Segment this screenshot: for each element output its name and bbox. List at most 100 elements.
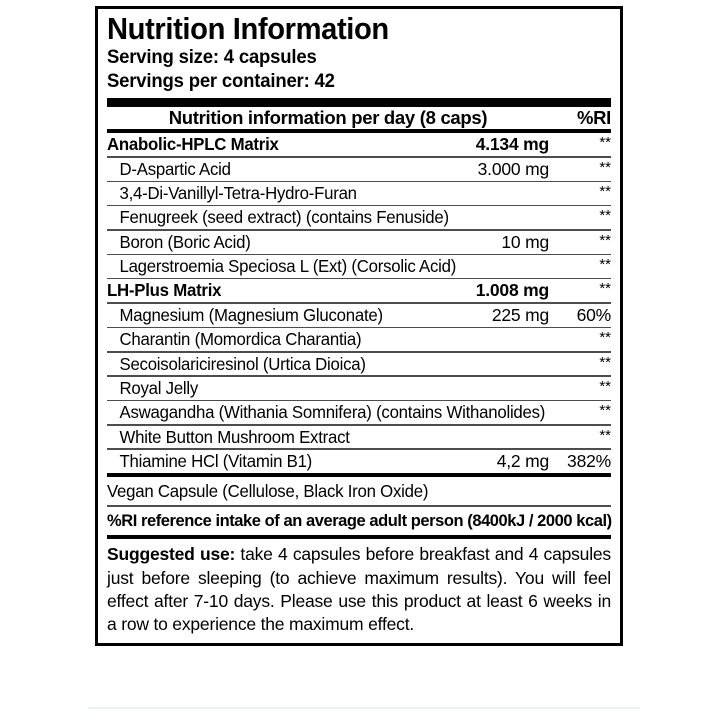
ingredient-name-cell: Lagerstroemia Speciosa L (Ext) (Corsolic… xyxy=(107,255,457,278)
ingredient-ri-value: ** xyxy=(549,182,611,205)
ingredient-name-cell: Anabolic-HPLC Matrix xyxy=(107,133,431,156)
row-divider xyxy=(107,204,611,207)
ingredient-name-cell: Magnesium (Magnesium Gluconate) xyxy=(107,304,431,327)
ingredient-name: Secoisolariciresinol (Urtica Dioica) xyxy=(119,353,366,374)
ingredient-row: Boron (Boric Acid) 10 mg ** xyxy=(107,231,611,254)
ingredient-amount: 4,2 mg xyxy=(496,450,550,471)
ingredient-name-cell: Secoisolariciresinol (Urtica Dioica) xyxy=(107,353,431,376)
row-divider-line xyxy=(107,180,611,183)
ingredient-name-cell: Royal Jelly xyxy=(107,377,431,400)
ri-asterisks: ** xyxy=(599,377,611,395)
ingredient-name: White Button Mushroom Extract xyxy=(119,426,350,447)
ingredient-name: Charantin (Momordica Charantia) xyxy=(119,329,362,350)
ingredient-ri-value: ** xyxy=(549,133,611,156)
row-divider xyxy=(107,399,611,402)
header-medium-rule xyxy=(107,129,611,134)
ri-asterisks: ** xyxy=(599,353,611,371)
ingredient-ri-value: ** xyxy=(549,353,611,376)
ingredient-name: Lagerstroemia Speciosa L (Ext) (Corsolic… xyxy=(119,256,457,277)
ri-asterisks: ** xyxy=(599,402,611,420)
row-divider xyxy=(107,229,611,231)
ingredient-row: Fenugreek (seed extract) (contains Fenus… xyxy=(107,206,611,229)
ingredient-amount xyxy=(431,182,549,205)
ingredient-row: Secoisolariciresinol (Urtica Dioica) ** xyxy=(107,353,611,376)
ingredient-name: Fenugreek (seed extract) (contains Fenus… xyxy=(119,207,449,228)
ingredient-name: 3,4-Di-Vanillyl-Tetra-Hydro-Furan xyxy=(119,183,357,204)
row-divider xyxy=(107,350,611,353)
ingredient-amount xyxy=(431,328,549,351)
row-divider xyxy=(107,448,611,450)
ingredient-name: Aswagandha (Withania Somnifera) (contain… xyxy=(119,402,546,423)
ingredient-ri-value: 382% xyxy=(567,450,611,471)
ingredient-name-cell: LH-Plus Matrix xyxy=(107,279,431,302)
suggested-use-text: take 4 capsules before breakfast and 4 c… xyxy=(107,544,611,635)
facts-table-header-row: Nutrition information per day (8 caps) %… xyxy=(107,107,612,129)
row-divider-line xyxy=(107,302,611,304)
ingredient-name: Magnesium (Magnesium Gluconate) xyxy=(119,304,383,325)
ingredient-row: Royal Jelly ** xyxy=(107,377,611,400)
row-divider xyxy=(107,302,611,304)
row-divider-line xyxy=(107,156,611,158)
ri-asterisks: ** xyxy=(599,207,611,225)
ri-asterisks: ** xyxy=(599,134,611,152)
ingredient-name: Anabolic-HPLC Matrix xyxy=(107,134,279,155)
ri-asterisks: ** xyxy=(599,426,611,444)
row-divider-line xyxy=(107,399,611,402)
ingredient-name-cell: White Button Mushroom Extract xyxy=(107,426,431,449)
ingredient-amount: 4.134 mg xyxy=(475,134,550,155)
ingredient-row: Charantin (Momordica Charantia) ** xyxy=(107,328,611,351)
ingredient-ri-value: 60% xyxy=(576,304,612,325)
panel-title: Nutrition Information xyxy=(107,11,389,46)
ingredient-name-cell: Charantin (Momordica Charantia) xyxy=(107,328,431,351)
ingredient-ri-value: ** xyxy=(549,426,611,449)
vegan-capsule-row: Vegan Capsule (Cellulose, Black Iron Oxi… xyxy=(107,480,429,501)
bottom-divider-strip xyxy=(88,707,640,709)
suggested-use-paragraph: Suggested use: take 4 capsules before br… xyxy=(107,539,611,638)
facts-header-ri-column: %RI xyxy=(576,107,611,129)
row-divider-line xyxy=(107,350,611,353)
ingredient-amount xyxy=(431,353,549,376)
ri-asterisks: ** xyxy=(599,183,611,201)
footnote-top-rule xyxy=(107,505,611,507)
ingredient-name: Thiamine HCl (Vitamin B1) xyxy=(119,450,313,471)
row-divider-line xyxy=(107,204,611,207)
ri-asterisks: ** xyxy=(599,231,611,249)
row-divider xyxy=(107,277,611,280)
ingredient-row: White Button Mushroom Extract ** xyxy=(107,426,611,449)
ingredient-row: D-Aspartic Acid 3.000 mg ** xyxy=(107,158,611,181)
serving-size-line: Serving size: 4 capsules xyxy=(107,45,317,68)
row-divider-line xyxy=(107,375,611,377)
ri-asterisks: ** xyxy=(599,158,611,176)
ingredient-ri-value: ** xyxy=(549,328,611,351)
ri-asterisks: ** xyxy=(599,256,611,274)
ingredient-ri-value: ** xyxy=(549,377,611,400)
ingredient-ri-value: ** xyxy=(549,206,611,229)
row-divider xyxy=(107,375,611,377)
ri-asterisks: ** xyxy=(599,280,611,298)
ingredient-amount: 3.000 mg xyxy=(477,158,550,179)
row-divider xyxy=(107,180,611,183)
row-divider-line xyxy=(107,448,611,450)
ingredient-rows-table: Anabolic-HPLC Matrix 4.134 mg ** D-Aspartic… xyxy=(107,133,611,472)
ri-footnote: %RI reference intake of an average adult… xyxy=(107,510,612,530)
footnote-bottom-rule xyxy=(107,535,611,540)
ingredient-ri-value: ** xyxy=(549,255,611,278)
ingredient-amount: 10 mg xyxy=(501,231,549,252)
ingredient-row: Magnesium (Magnesium Gluconate) 225 mg 60% xyxy=(107,304,611,327)
ingredient-ri-value: ** xyxy=(549,231,611,254)
ingredient-row: LH-Plus Matrix 1.008 mg ** xyxy=(107,279,611,302)
ingredient-row: Lagerstroemia Speciosa L (Ext) (Corsolic… xyxy=(107,255,611,278)
row-divider xyxy=(107,156,611,158)
nutrition-facts-table: Nutrition information per day (8 caps) %… xyxy=(107,107,612,129)
ingredient-row: Anabolic-HPLC Matrix 4.134 mg ** xyxy=(107,133,611,156)
ingredient-amount: 1.008 mg xyxy=(475,280,550,301)
row-divider-line xyxy=(107,423,611,426)
ingredient-ri-value: ** xyxy=(549,158,611,181)
ingredient-name-cell: Thiamine HCl (Vitamin B1) xyxy=(107,450,431,473)
ingredient-ri-value: ** xyxy=(549,279,611,302)
ri-asterisks: ** xyxy=(599,329,611,347)
ingredient-amount xyxy=(431,377,549,400)
row-divider-line xyxy=(107,326,611,329)
ingredient-name: Royal Jelly xyxy=(119,377,199,398)
ingredient-amount: 225 mg xyxy=(491,304,549,325)
